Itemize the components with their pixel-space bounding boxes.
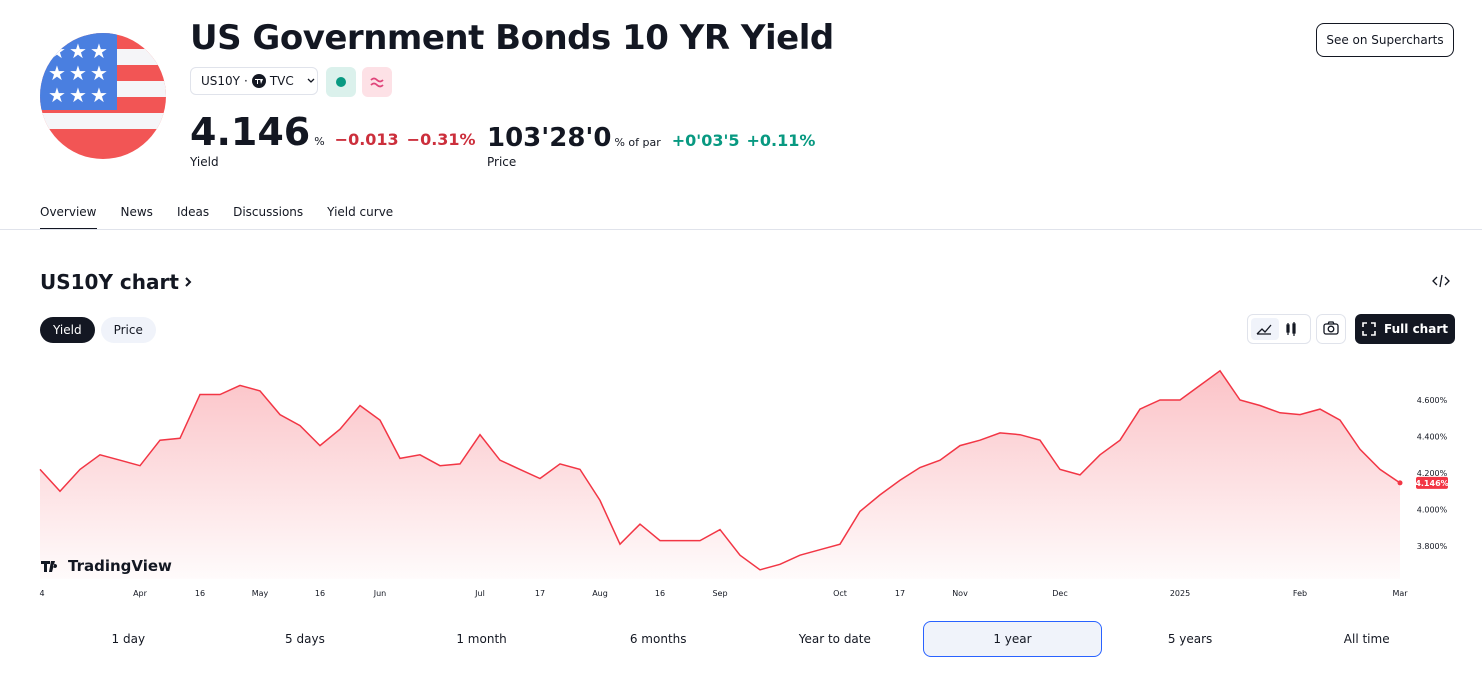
range-button[interactable]: 5 days: [285, 632, 325, 646]
line-style-icon: [1256, 324, 1272, 335]
x-tick-label: 16: [195, 589, 205, 598]
area: [40, 370, 1400, 579]
y-tick-label: 4.600%: [1417, 396, 1448, 405]
candle-style-icon[interactable]: [1286, 322, 1296, 336]
price-label: Price: [487, 155, 517, 169]
section-title: US10Y chart: [40, 270, 179, 294]
chevron-icon: [185, 277, 192, 287]
price-unit: % of par: [614, 136, 661, 149]
last-value-badge: [1416, 476, 1448, 489]
svg-text:★: ★: [48, 83, 66, 107]
x-tick-label: 17: [535, 589, 545, 598]
svg-text:★: ★: [69, 61, 87, 85]
snapshot-button[interactable]: [1316, 314, 1346, 344]
price-change-percent: +0.11%: [746, 131, 816, 150]
supercharts-button[interactable]: See on Supercharts: [1316, 23, 1454, 57]
tab[interactable]: Discussions: [233, 205, 304, 219]
chart-toggles: Yield Price: [40, 317, 156, 343]
price-quote: 103'28'0 % of par +0'03'5 +0.11%: [487, 123, 815, 153]
x-tick-label: Dec: [1052, 589, 1067, 598]
flag-icon: ★ ★ ★ ★ ★ ★ ★ ★ ★: [40, 33, 166, 159]
symbol: US10Y: [201, 74, 240, 88]
price-change: +0'03'5: [671, 131, 740, 150]
chart-style-icons: [1251, 318, 1296, 340]
range-selector: 1 day 5 days 1 month 6 months Year to date 1 …: [40, 621, 1455, 657]
tab[interactable]: Ideas: [176, 205, 210, 219]
svg-text:★: ★: [48, 39, 66, 63]
chart-style-group: [1247, 314, 1311, 344]
chart-section-title[interactable]: US10Y chart: [40, 270, 193, 294]
x-tick-label: 2025: [1170, 589, 1190, 598]
tab[interactable]: Overview: [40, 205, 97, 230]
yield-value: 4.146: [190, 110, 311, 154]
chart-toggle[interactable]: Price: [100, 317, 156, 343]
svg-text:★: ★: [90, 61, 108, 85]
x-tick-label: Jul: [474, 589, 485, 598]
x-tick-label: Apr: [133, 589, 148, 598]
tab[interactable]: Yield curve: [327, 205, 394, 219]
x-tick-label: Mar: [1392, 589, 1408, 598]
page-title: US Government Bonds 10 YR Yield: [190, 18, 834, 58]
yield-change: −0.013: [334, 130, 399, 149]
chart-toggle[interactable]: Yield: [40, 317, 95, 343]
separator: ·: [244, 74, 248, 88]
fullscreen-icon: [1362, 322, 1376, 336]
status-dot: [336, 77, 346, 87]
yield-label: Yield: [190, 155, 219, 169]
watermark: TradingView: [41, 557, 172, 575]
exchange: TVC: [269, 74, 294, 88]
x-tick-label: 4: [39, 589, 44, 598]
range-button[interactable]: Year to date: [798, 632, 871, 646]
range-button[interactable]: 1 month: [456, 632, 507, 646]
x-tick-label: May: [252, 589, 269, 598]
x-tick-label: Oct: [833, 589, 847, 598]
exchange-icon: [251, 74, 266, 88]
svg-text:★: ★: [90, 39, 108, 63]
last-value-label: 4.146%: [1415, 479, 1448, 488]
y-tick-label: 4.000%: [1417, 506, 1448, 515]
range-button[interactable]: All time: [1343, 632, 1390, 646]
x-tick-label: 17: [895, 589, 905, 598]
svg-text:★: ★: [69, 39, 87, 63]
range-button[interactable]: 1 year: [923, 621, 1102, 657]
range-button[interactable]: 1 day: [111, 632, 146, 646]
x-tick-label: Sep: [712, 589, 727, 598]
x-tick-label: Aug: [592, 589, 608, 598]
svg-text:★: ★: [90, 83, 108, 107]
tab-bar: Overview News Ideas Discussions Yield curve: [40, 205, 393, 230]
last-point: [1397, 480, 1403, 486]
x-tick-label: Nov: [952, 589, 968, 598]
y-tick-label: 3.800%: [1417, 542, 1448, 551]
market-status-badge[interactable]: [326, 67, 356, 97]
range-button[interactable]: 5 years: [1167, 632, 1213, 646]
yield-unit: %: [314, 135, 325, 148]
svg-text:★: ★: [48, 61, 66, 85]
chevron-icon: [307, 78, 315, 83]
watermark-text: TradingView: [68, 557, 172, 575]
x-tick-label: Jun: [373, 589, 387, 598]
symbol-selector[interactable]: US10Y · TVC: [190, 67, 318, 95]
x-tick-label: 16: [315, 589, 325, 598]
line-style-button[interactable]: [1251, 318, 1279, 340]
range-button[interactable]: 6 months: [629, 632, 687, 646]
divider: [0, 229, 1482, 230]
line: [39, 369, 1401, 571]
chart: 3.800% 4.000% 4.200% 4.400% 4.600% 4 Apr 16 May 1…: [39, 369, 1449, 598]
yield-change-percent: −0.31%: [406, 130, 476, 149]
y-tick-label: 4.400%: [1417, 433, 1448, 442]
full-chart-button[interactable]: Full chart: [1355, 314, 1455, 344]
tab[interactable]: News: [120, 205, 153, 219]
svg-text:★: ★: [69, 83, 87, 107]
full-chart-label: Full chart: [1384, 322, 1448, 336]
approx-icon: [370, 77, 384, 88]
price-value: 103'28'0: [487, 123, 612, 153]
yield-quote: 4.146 % −0.013 −0.31%: [190, 110, 476, 154]
delayed-badge[interactable]: [362, 67, 392, 97]
x-tick-label: 16: [655, 589, 665, 598]
x-tick-label: Feb: [1293, 589, 1307, 598]
y-tick-label: 4.200%: [1417, 469, 1448, 478]
embed-icon[interactable]: [1432, 273, 1450, 289]
